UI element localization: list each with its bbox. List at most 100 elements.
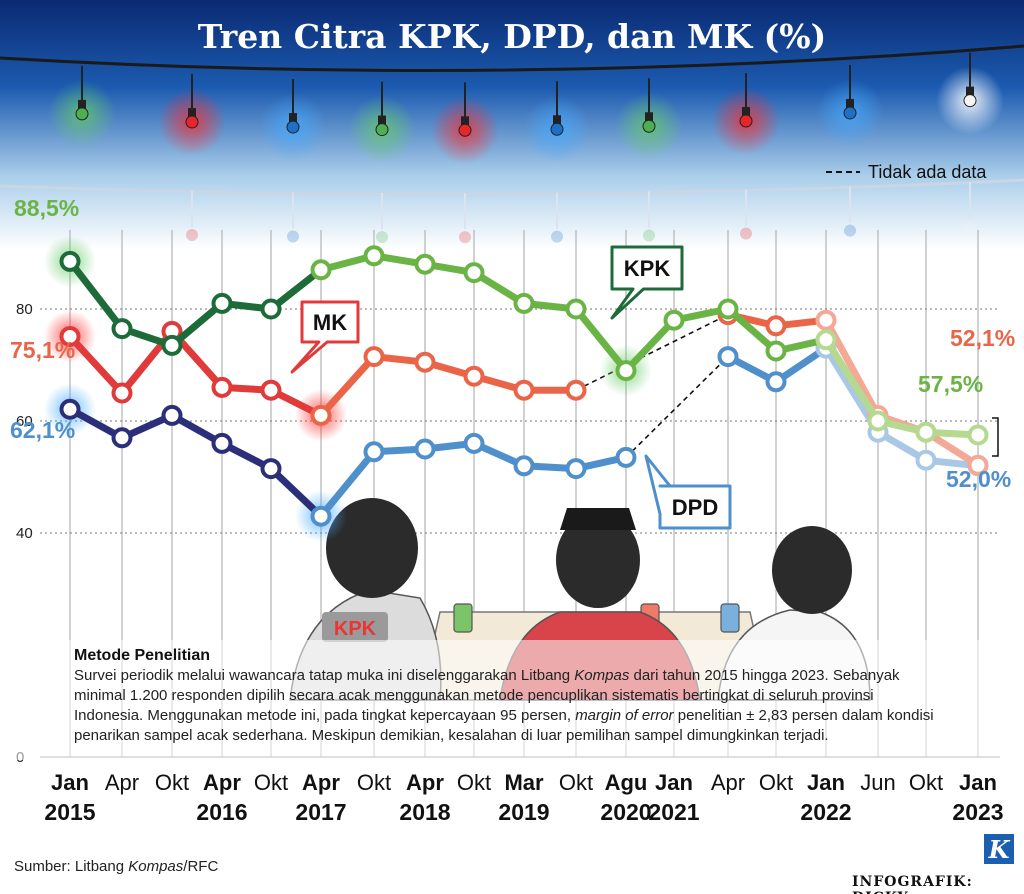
data-point [565,298,587,320]
data-point [463,262,485,284]
data-point [363,245,385,267]
data-point [565,458,587,480]
faint-bulb [287,230,299,243]
bulb [375,123,389,137]
credit: INFOGRAFIK: DICKY [852,874,973,894]
faint-bulb [844,224,856,237]
method-text-3: penelitian ± 2,83 persen dalam kondisi p… [74,707,934,744]
callout-box-dpd [644,454,732,530]
data-point [211,432,233,454]
data-point [463,365,485,387]
series-dpd [44,337,989,543]
data-point [815,309,837,331]
x-tick-label: Jan [655,770,693,795]
callout-box-kpk [610,245,684,320]
data-point [513,455,535,477]
callout-box-mk [290,300,360,374]
bulb-socket [378,115,386,125]
y-tick-label: 80 [16,301,33,318]
data-point [414,438,436,460]
data-point [615,360,637,382]
x-tick-label: Apr [105,770,139,795]
bulb [739,114,753,128]
faint-bulb [964,220,976,233]
callout-label-kpk: KPK [624,256,671,281]
x-tick-year: 2018 [399,799,450,825]
x-tick-label: Okt [254,770,288,795]
x-tick-year: 2019 [498,799,549,825]
data-point [111,427,133,449]
series-mk [44,304,989,476]
source-prefix: Sumber: Litbang [14,858,129,875]
value-labels: 88,5% 57,5% 75,1% 52,1% 62,1% 52,0% [10,195,1015,492]
x-tick-label: Jan [807,770,845,795]
data-point [211,292,233,314]
bulb-socket [742,106,750,116]
data-point [967,424,989,446]
x-tick-label: Okt [909,770,943,795]
data-point [565,379,587,401]
method-text-2: dari tahun 2015 hingga 2023. Sebanyak mi… [74,667,900,724]
legend-label: Tidak ada data [868,162,987,182]
label-first-kpk: 88,5% [14,195,79,221]
x-tick-label: Okt [457,770,491,795]
data-point [414,253,436,275]
data-point [815,329,837,351]
bulb [75,107,89,121]
data-point [967,454,989,476]
line-segment [317,448,378,520]
callout-label-mk: MK [313,310,347,335]
data-point [867,410,889,432]
data-point [915,449,937,471]
end-bracket [992,417,999,457]
line-segment [66,332,126,397]
data-point [414,351,436,373]
series-callouts: KPK MK DPD [290,245,732,530]
y-tick-label: 40 [16,525,33,542]
no-data-segment [625,356,729,458]
method-title: Metode Penelitian [74,647,211,664]
line-segment [267,465,325,520]
data-point [111,318,133,340]
callout-label-dpd: DPD [672,495,718,520]
line-segment [317,353,378,419]
person-mid-cap [560,508,636,530]
source-suffix: /RFC [183,858,219,875]
light-wire [0,44,1024,72]
bulb-socket [188,108,196,118]
logo-letter: K [988,835,1011,864]
data-point [615,446,637,468]
x-tick-year: 2020 [600,799,651,825]
source-note: Sumber: Litbang Kompas/RFC [14,858,218,875]
x-tick-label: Jan [959,770,997,795]
x-tick-year: 2022 [800,799,851,825]
line-segment [622,316,678,375]
data-point [260,458,282,480]
label-first-dpd: 62,1% [10,417,75,443]
data-point [765,371,787,393]
bulb-socket [966,86,974,96]
faint-bulb [551,230,563,243]
data-point [717,346,739,368]
faint-bulb [186,228,198,241]
bulb [185,115,199,129]
label-first-mk: 75,1% [10,337,75,363]
x-tick-label: Okt [559,770,593,795]
bulb [458,123,472,137]
line-segment [66,257,126,333]
faint-bulb [459,231,471,244]
x-tick-year: 2017 [295,799,346,825]
faint-bulb [643,229,655,242]
x-tick-label: Okt [155,770,189,795]
light-wire-faint [0,178,1024,197]
bulb [550,122,564,136]
bulb [843,106,857,120]
logo-box [984,834,1014,864]
line-segment [168,299,226,349]
data-point [663,309,685,331]
line-segment [267,266,325,313]
x-tick-label: Apr [203,770,241,795]
data-point [463,432,485,454]
data-point [363,441,385,463]
